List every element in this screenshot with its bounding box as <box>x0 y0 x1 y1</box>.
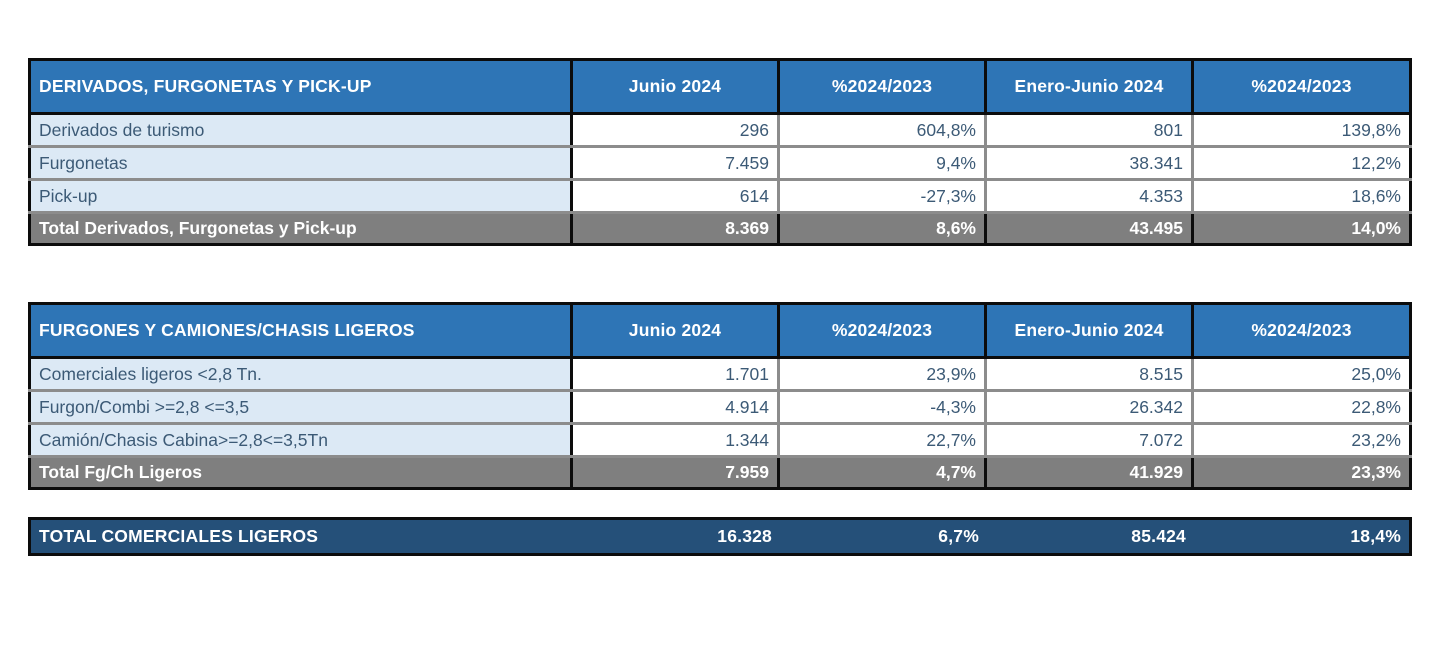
column-header-junio-2024: Junio 2024 <box>570 302 780 359</box>
cell-value: 22,8% <box>1192 390 1412 425</box>
cell-value: 12,2% <box>1192 146 1412 181</box>
cell-value: 23,9% <box>778 357 987 392</box>
cell-value: 25,0% <box>1192 357 1412 392</box>
cell-value: 1.701 <box>571 357 780 392</box>
cell-value: 23,2% <box>1192 423 1412 458</box>
grand-total-value: 85.424 <box>1131 526 1186 546</box>
cell-value: 18,6% <box>1192 179 1412 214</box>
row-label: Comerciales ligeros <2,8 Tn. <box>29 357 573 392</box>
cell-value: -4,3% <box>778 390 987 425</box>
cell-value: 38.341 <box>985 146 1194 181</box>
column-header-junio-2024: Junio 2024 <box>570 58 780 115</box>
total-cell-value: 8.369 <box>571 211 780 245</box>
table-title: FURGONES Y CAMIONES/CHASIS LIGEROS <box>28 302 573 359</box>
grand-total-value: 18,4% <box>1350 526 1401 546</box>
cell-value: 22,7% <box>778 423 987 458</box>
cell-value: 604,8% <box>778 113 987 148</box>
cell-value: 9,4% <box>778 146 987 181</box>
table-row: Comerciales ligeros <2,8 Tn. 1.701 23,9%… <box>29 357 1412 392</box>
total-row: Total Fg/Ch Ligeros 7.959 4,7% 41.929 23… <box>29 455 1412 489</box>
total-cell-value: 14,0% <box>1192 211 1412 245</box>
table-row: Derivados de turismo 296 604,8% 801 139,… <box>29 113 1412 148</box>
total-cell-value: 43.495 <box>985 211 1194 245</box>
column-header-pct-2024-2023-ytd: %2024/2023 <box>1191 302 1412 359</box>
grand-total-label: TOTAL COMERCIALES LIGEROS <box>39 526 319 546</box>
table-row: Pick-up 614 -27,3% 4.353 18,6% <box>29 179 1412 214</box>
header-row: DERIVADOS, FURGONETAS Y PICK-UP Junio 20… <box>28 58 1412 115</box>
total-cell-value: 4,7% <box>778 455 987 489</box>
total-row: Total Derivados, Furgonetas y Pick-up 8.… <box>29 211 1412 245</box>
grand-total-value: 16.328 <box>717 526 772 546</box>
column-header-pct-2024-2023: %2024/2023 <box>777 58 987 115</box>
cell-value: 7.459 <box>571 146 780 181</box>
header-row: FURGONES Y CAMIONES/CHASIS LIGEROS Junio… <box>28 302 1412 359</box>
cell-value: 4.914 <box>571 390 780 425</box>
table-title: DERIVADOS, FURGONETAS Y PICK-UP <box>28 58 573 115</box>
cell-value: 139,8% <box>1192 113 1412 148</box>
column-header-enero-junio-2024: Enero-Junio 2024 <box>984 302 1194 359</box>
report-page: DERIVADOS, FURGONETAS Y PICK-UP Junio 20… <box>28 58 1412 556</box>
cell-value: 26.342 <box>985 390 1194 425</box>
column-header-enero-junio-2024: Enero-Junio 2024 <box>984 58 1194 115</box>
total-cell-value: 41.929 <box>985 455 1194 489</box>
grand-total-bar: TOTAL COMERCIALES LIGEROS 16.328 6,7% 85… <box>28 517 1412 556</box>
cell-value: 1.344 <box>571 423 780 458</box>
total-cell-value: 8,6% <box>778 211 987 245</box>
table-furgones-camiones-chasis: FURGONES Y CAMIONES/CHASIS LIGEROS Junio… <box>28 302 1412 490</box>
total-row-label: Total Fg/Ch Ligeros <box>29 455 573 489</box>
row-label: Furgonetas <box>29 146 573 181</box>
cell-value: -27,3% <box>778 179 987 214</box>
table-row: Camión/Chasis Cabina>=2,8<=3,5Tn 1.344 2… <box>29 423 1412 458</box>
column-header-pct-2024-2023-ytd: %2024/2023 <box>1191 58 1412 115</box>
row-label: Camión/Chasis Cabina>=2,8<=3,5Tn <box>29 423 573 458</box>
table-row: Furgonetas 7.459 9,4% 38.341 12,2% <box>29 146 1412 181</box>
table-derivados-furgonetas-pickup: DERIVADOS, FURGONETAS Y PICK-UP Junio 20… <box>28 58 1412 246</box>
cell-value: 296 <box>571 113 780 148</box>
cell-value: 801 <box>985 113 1194 148</box>
column-header-pct-2024-2023: %2024/2023 <box>777 302 987 359</box>
row-label: Pick-up <box>29 179 573 214</box>
grand-total-value: 6,7% <box>938 526 979 546</box>
cell-value: 4.353 <box>985 179 1194 214</box>
cell-value: 7.072 <box>985 423 1194 458</box>
total-cell-value: 23,3% <box>1192 455 1412 489</box>
cell-value: 8.515 <box>985 357 1194 392</box>
total-row-label: Total Derivados, Furgonetas y Pick-up <box>29 211 573 245</box>
total-cell-value: 7.959 <box>571 455 780 489</box>
row-label: Furgon/Combi >=2,8 <=3,5 <box>29 390 573 425</box>
row-label: Derivados de turismo <box>29 113 573 148</box>
table-row: Furgon/Combi >=2,8 <=3,5 4.914 -4,3% 26.… <box>29 390 1412 425</box>
cell-value: 614 <box>571 179 780 214</box>
